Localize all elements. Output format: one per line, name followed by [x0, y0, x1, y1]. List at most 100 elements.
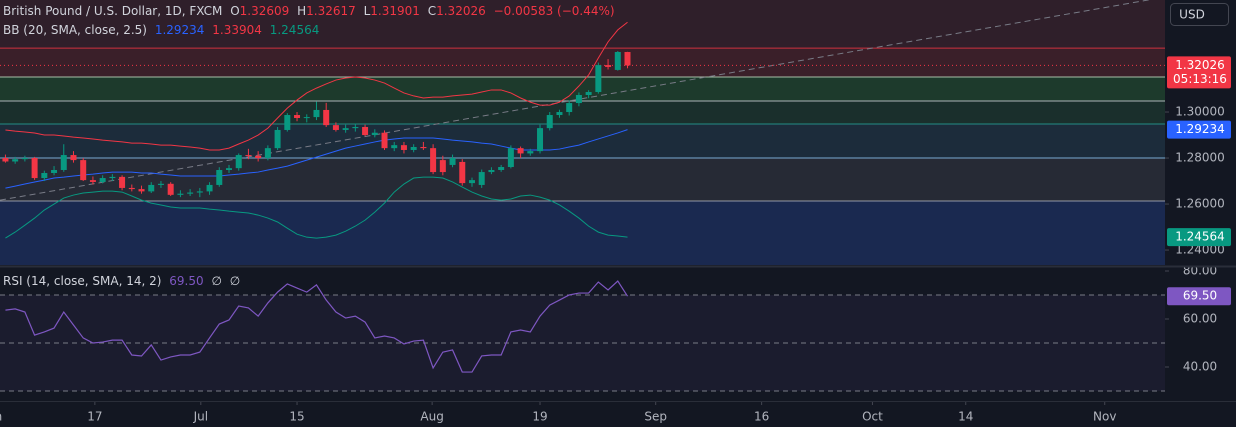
candle-body	[595, 65, 602, 93]
zone	[0, 201, 1165, 265]
indicator-extra: ∅	[211, 274, 222, 288]
candle-body	[138, 189, 145, 192]
price-label-box	[1167, 287, 1231, 306]
y-tick-label: 1.26000	[1175, 197, 1225, 211]
x-tick-label: Nov	[1093, 410, 1116, 424]
currency[interactable]: USD	[1179, 8, 1205, 22]
axes: 1.240001.260001.280001.3000040.0060.0080…	[0, 56, 1231, 424]
symbol-legend: British Pound / U.S. Dollar, 1D, FXCM O1…	[3, 4, 619, 18]
candle-body	[225, 168, 232, 170]
x-tick-label: 19	[532, 410, 547, 424]
candle-body	[89, 180, 96, 182]
candle-body	[507, 148, 514, 168]
zone	[0, 158, 1165, 202]
candle-body	[206, 184, 213, 192]
candle-body	[400, 145, 407, 150]
candle-body	[51, 169, 58, 173]
currency-button[interactable]	[1170, 3, 1229, 26]
zone	[0, 0, 1165, 49]
indicator-value: 1.24564	[269, 23, 320, 37]
candle-body	[264, 148, 271, 159]
candle-body	[177, 193, 184, 195]
trendline	[0, 0, 1152, 201]
candle-body	[517, 148, 524, 154]
candle-body	[614, 51, 621, 70]
ohlc-value: 1.32026	[436, 4, 486, 18]
candle-body	[478, 172, 485, 185]
candle-body	[410, 146, 417, 150]
ohlc-value: 1.31901	[370, 4, 420, 18]
candle-body	[60, 155, 67, 170]
bb-line	[5, 176, 628, 239]
ohlc-label: C	[427, 4, 437, 18]
candle-body	[546, 115, 553, 129]
candle-body	[362, 126, 369, 136]
candle-body	[245, 155, 252, 157]
x-tick-label: Oct	[862, 410, 883, 424]
countdown: 05:13:16	[1173, 72, 1227, 86]
y-tick-label: 40.00	[1183, 360, 1217, 374]
y-tick-label: 60.00	[1183, 312, 1217, 326]
price-label-box	[1167, 120, 1231, 139]
candle-body	[430, 148, 437, 173]
price-label-box	[1167, 56, 1231, 89]
x-tick-label: Sep	[644, 410, 667, 424]
x-tick-label: 15	[289, 410, 304, 424]
bb-line	[5, 21, 628, 151]
candle-body	[439, 160, 446, 173]
candle-body	[556, 112, 563, 116]
y-tick-label: 1.30000	[1175, 105, 1225, 119]
candle-body	[216, 169, 223, 185]
candle-body	[313, 109, 320, 118]
candle-body	[119, 176, 126, 188]
x-tick-label: Jul	[193, 410, 208, 424]
indicator-value: 69.50	[169, 274, 204, 288]
bb-line	[5, 129, 628, 189]
candle-body	[21, 158, 28, 160]
ohlc-value: 1.32609	[239, 4, 290, 18]
rsi-pane	[0, 280, 1165, 392]
candle-body	[575, 95, 582, 104]
candle-body	[109, 176, 116, 179]
x-tick-label: 17	[87, 410, 102, 424]
change: −0.00583 (−0.44%)	[493, 4, 615, 18]
candle-body	[624, 52, 631, 66]
candle-body	[80, 160, 87, 181]
candle-body	[371, 132, 378, 136]
candle-body	[70, 155, 77, 161]
candle-body	[187, 192, 194, 194]
candle-body	[488, 169, 495, 173]
candle-body	[459, 161, 466, 184]
price-pane	[0, 0, 1165, 265]
x-tick-label: Aug	[420, 410, 443, 424]
candle-body	[605, 65, 612, 67]
candle-body	[148, 184, 155, 192]
price-label: 1.32026	[1175, 58, 1225, 72]
candle-body	[255, 155, 262, 159]
candle-body	[352, 126, 359, 129]
candle-body	[235, 155, 242, 169]
candle-body	[585, 92, 592, 96]
rsi-legend: RSI (14, close, SMA, 14, 2) 69.50 ∅ ∅	[3, 274, 244, 288]
candle-body	[128, 187, 135, 190]
candle-body	[498, 167, 505, 170]
zone	[0, 100, 1165, 124]
candle-body	[342, 128, 349, 130]
zone	[0, 48, 1165, 78]
symbol-title: British Pound / U.S. Dollar, 1D, FXCM	[3, 4, 223, 18]
candle-body	[332, 125, 339, 130]
candle-body	[449, 158, 456, 165]
x-tick-label: 14	[958, 410, 973, 424]
price-label: 1.29234	[1175, 122, 1225, 136]
ohlc-value: 1.32617	[306, 4, 356, 18]
candle-body	[420, 146, 427, 149]
candle-body	[99, 178, 106, 182]
indicator-value: 1.29234	[154, 23, 205, 37]
candle-body	[157, 183, 164, 185]
candle-body	[537, 128, 544, 152]
indicator-value: 1.33904	[212, 23, 262, 37]
candle-body	[323, 109, 330, 126]
indicator-title: RSI (14, close, SMA, 14, 2)	[3, 274, 162, 288]
zone	[0, 123, 1165, 159]
candle-body	[391, 145, 398, 149]
